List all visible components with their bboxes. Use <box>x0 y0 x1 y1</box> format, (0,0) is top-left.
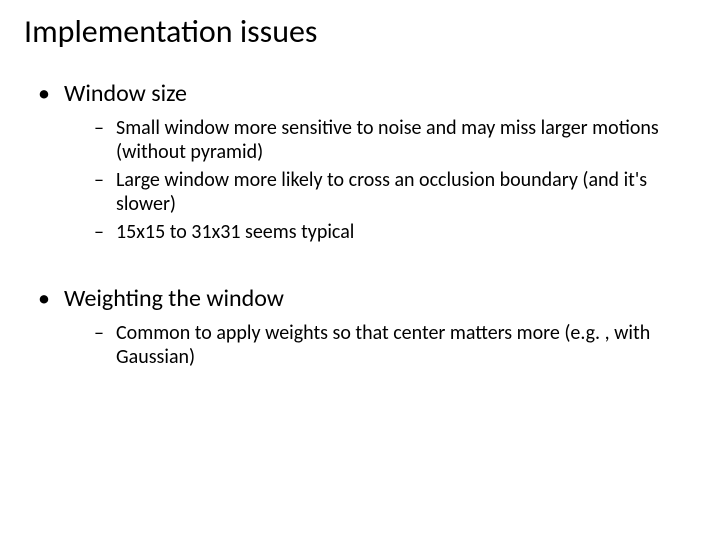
bullet-l2-text: Common to apply weights so that center m… <box>116 321 650 369</box>
sub-bullet-list: Common to apply weights so that center m… <box>94 321 696 369</box>
bullet-list: Window size Small window more sensitive … <box>38 79 696 244</box>
bullet-l2: Small window more sensitive to noise and… <box>94 116 696 164</box>
bullet-l1-text: Weighting the window <box>64 284 284 313</box>
slide-title: Implementation issues <box>24 12 696 51</box>
bullet-l2: Large window more likely to cross an occ… <box>94 168 696 216</box>
sub-bullet-list: Small window more sensitive to noise and… <box>94 116 696 244</box>
bullet-l2: Common to apply weights so that center m… <box>94 321 696 369</box>
bullet-l2: 15x15 to 31x31 seems typical <box>94 220 696 244</box>
bullet-l2-text: 15x15 to 31x31 seems typical <box>116 220 354 244</box>
bullet-l1: Window size Small window more sensitive … <box>38 79 696 244</box>
slide: Implementation issues Window size Small … <box>0 0 720 540</box>
spacer <box>24 262 696 284</box>
bullet-l1-text: Window size <box>64 79 187 108</box>
bullet-l2-text: Large window more likely to cross an occ… <box>116 168 647 216</box>
bullet-l1: Weighting the window Common to apply wei… <box>38 284 696 369</box>
bullet-l2-text: Small window more sensitive to noise and… <box>116 116 659 164</box>
bullet-list: Weighting the window Common to apply wei… <box>38 284 696 369</box>
